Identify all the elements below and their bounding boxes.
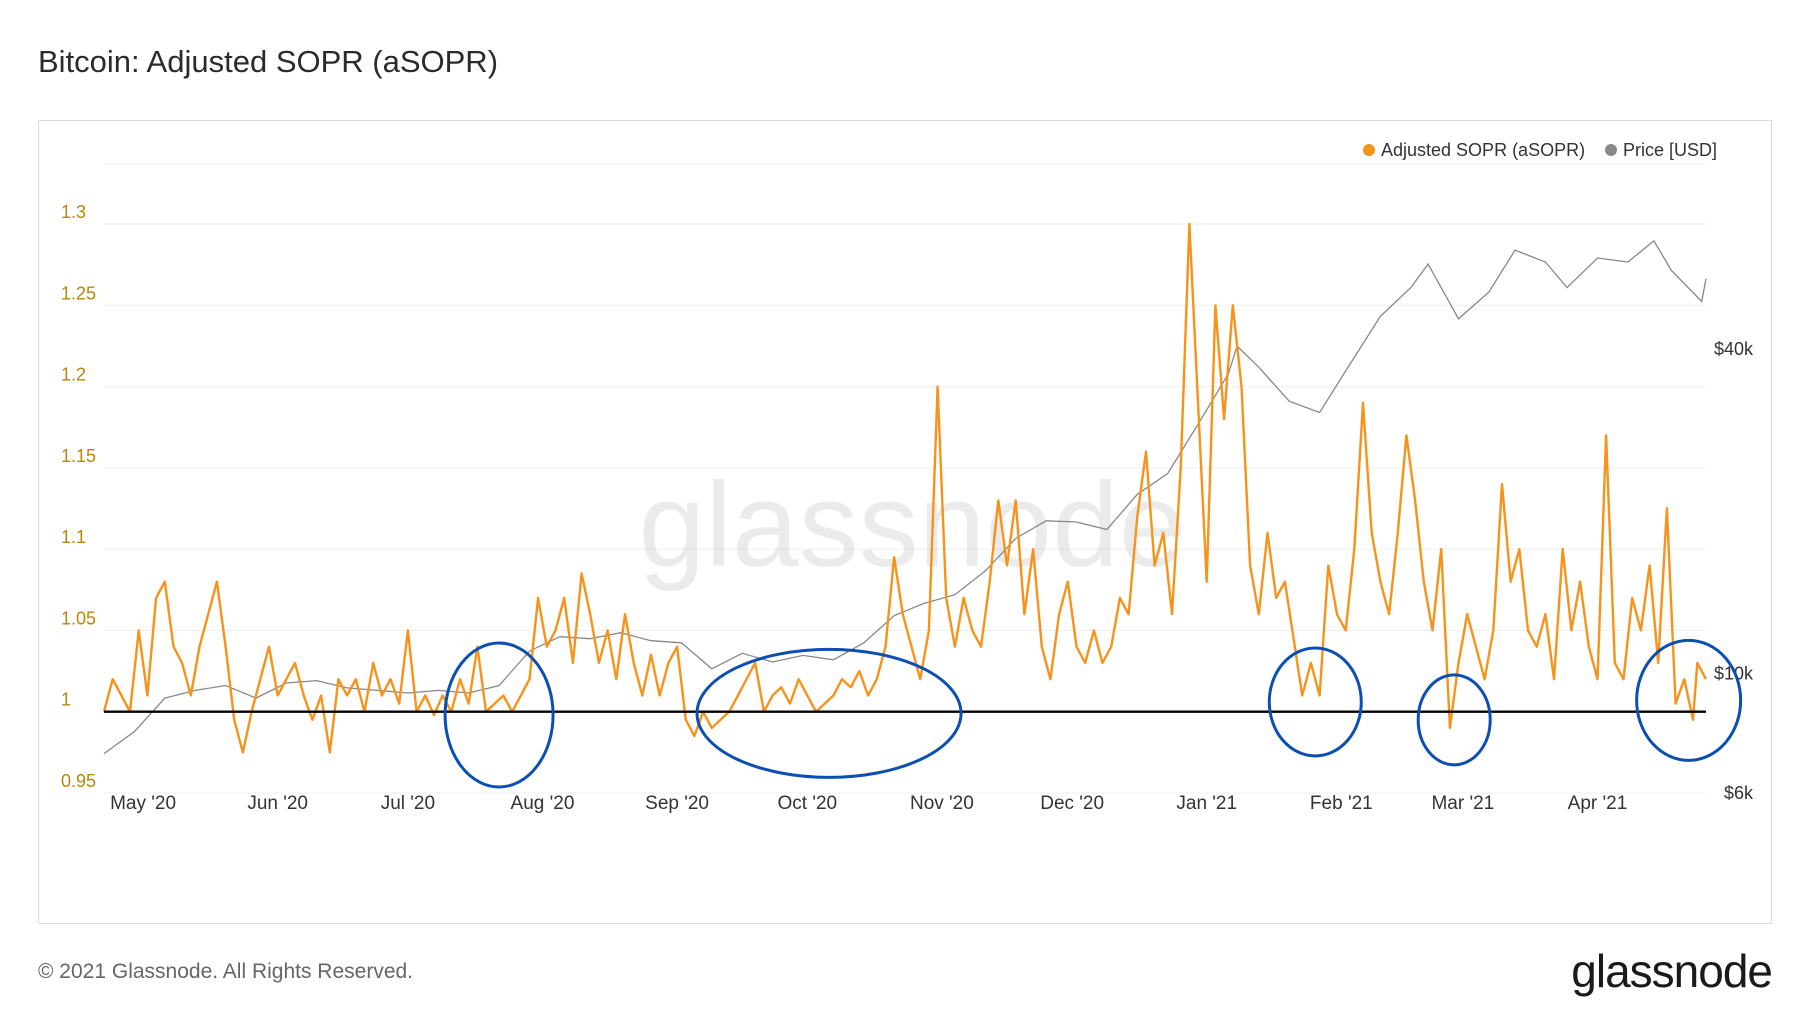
watermark: glassnode [638, 458, 1185, 592]
brand-logo: glassnode [1571, 945, 1773, 997]
legend-marker-asopr [1363, 144, 1375, 156]
x-tick-label: Jun '20 [247, 793, 308, 814]
x-tick-label: Oct '20 [778, 793, 838, 814]
x-tick-label: Jan '21 [1176, 793, 1237, 814]
x-tick-label: Jul '20 [381, 793, 435, 814]
x-tick-label: Dec '20 [1040, 793, 1104, 814]
chart-svg: 0.9511.051.11.151.21.251.3$6k$10k$40kgla… [61, 140, 1754, 814]
highlight-ellipse [1267, 646, 1363, 758]
legend-label-asopr: Adjusted SOPR (aSOPR) [1381, 140, 1585, 160]
highlight-ellipse [1416, 673, 1492, 767]
x-tick-label: Apr '21 [1568, 793, 1628, 814]
y-left-tick-label: 1 [61, 690, 71, 710]
y-left-tick-label: 0.95 [61, 771, 96, 791]
asopr-series-line [102, 222, 1708, 754]
chart-frame: 0.95 1 1.05 1.1 1.15 1.2 1.25 1.3 $6k $10k $40k gla… [38, 120, 1772, 924]
x-tick-label: May '20 [110, 793, 176, 814]
highlight-ellipse [1635, 638, 1743, 762]
y-left-tick-label: 1.3 [61, 202, 86, 222]
x-tick-label: Sep '20 [645, 793, 709, 814]
highlight-ellipse [443, 641, 555, 789]
y-left-tick-label: 1.15 [61, 446, 96, 466]
legend-label-price: Price [USD] [1623, 140, 1717, 160]
y-left-tick-label: 1.25 [61, 283, 96, 303]
x-tick-label: Aug '20 [511, 793, 575, 814]
x-tick-label: Nov '20 [910, 793, 974, 814]
y-right-tick-label: $6k [1724, 783, 1754, 803]
y-left-tick-label: 1.05 [61, 608, 96, 628]
chart-title: Bitcoin: Adjusted SOPR (aSOPR) [38, 44, 499, 79]
y-left-tick-label: 1.1 [61, 527, 86, 547]
x-tick-label: Feb '21 [1310, 793, 1373, 814]
highlight-ellipse [695, 647, 963, 779]
y-left-tick-label: 1.2 [61, 365, 86, 385]
price-series-line [103, 239, 1707, 755]
copyright-footer: © 2021 Glassnode. All Rights Reserved. [38, 960, 414, 983]
y-right-tick-label: $40k [1714, 339, 1754, 359]
legend-marker-price [1605, 144, 1617, 156]
x-tick-label: Mar '21 [1431, 793, 1494, 814]
